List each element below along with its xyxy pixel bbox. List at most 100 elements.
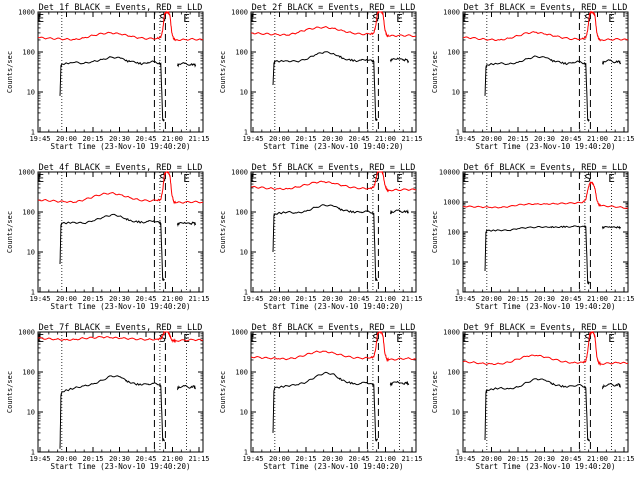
x-tick-label: 21:15 — [613, 295, 634, 303]
y-tick-label: 1000 — [231, 9, 248, 17]
x-tick-label: 20:15 — [82, 295, 103, 303]
x-tick-label: 20:00 — [481, 295, 502, 303]
chart-title: Det 9f BLACK = Events, RED = LLD — [464, 323, 628, 333]
series-lld-line — [250, 10, 417, 38]
y-tick-label: 1 — [456, 449, 460, 457]
x-tick-label: 21:15 — [613, 135, 634, 143]
y-tick-label: 10 — [27, 249, 35, 257]
x-tick-label: 20:15 — [295, 455, 316, 463]
series-events-line — [177, 62, 197, 68]
x-axis-label: Start Time (23-Nov-10 19:40:20) — [476, 302, 616, 311]
x-tick-label: 21:00 — [375, 295, 396, 303]
y-axis-label: Counts/sec — [431, 371, 439, 413]
x-tick-label: 20:30 — [109, 295, 130, 303]
interval-marker-s: S — [159, 332, 166, 345]
plot-frame — [250, 331, 417, 453]
interval-marker-e: E — [462, 12, 469, 25]
plot-frame — [250, 11, 417, 133]
interval-marker-s: S — [584, 12, 591, 25]
y-tick-label: 10 — [452, 89, 460, 97]
y-tick-label: 100 — [22, 49, 35, 57]
x-tick-label: 20:00 — [481, 455, 502, 463]
x-axis-label: Start Time (23-Nov-10 19:40:20) — [264, 142, 404, 151]
x-tick-label: 21:00 — [162, 455, 183, 463]
chart-panel-7: Det 7f BLACK = Events, RED = LLD 1 10 100 10… — [6, 323, 210, 471]
x-tick-label: 20:45 — [135, 135, 156, 143]
y-axis-label: Counts/sec — [219, 211, 227, 253]
series-lld-line — [462, 331, 629, 367]
interval-marker-e: E — [183, 332, 190, 345]
y-tick-label: 1 — [31, 289, 35, 297]
y-tick-label: 100 — [447, 49, 460, 57]
x-tick-label: 21:15 — [401, 455, 422, 463]
chart-title: Det 4f BLACK = Events, RED = LLD — [39, 163, 203, 173]
x-tick-label: 20:30 — [322, 295, 343, 303]
x-tick-label: 20:00 — [269, 455, 290, 463]
x-tick-label: 19:45 — [454, 135, 475, 143]
chart-panel-4: Det 4f BLACK = Events, RED = LLD 1 10 100 10… — [6, 163, 210, 311]
y-tick-label: 1 — [31, 449, 35, 457]
x-tick-label: 20:45 — [560, 135, 581, 143]
x-tick-label: 20:45 — [135, 455, 156, 463]
series-lld-line — [37, 330, 203, 344]
x-axis-label: Start Time (23-Nov-10 19:40:20) — [51, 142, 191, 151]
series-lld-line — [462, 181, 629, 209]
series-lld-line — [37, 171, 204, 205]
series-events-line — [59, 213, 165, 281]
x-tick-label: 20:30 — [322, 135, 343, 143]
x-tick-label: 21:00 — [162, 135, 183, 143]
series-lld-line — [462, 10, 629, 42]
x-tick-label: 20:45 — [135, 295, 156, 303]
y-tick-label: 100 — [22, 209, 35, 217]
x-tick-label: 21:00 — [375, 455, 396, 463]
x-tick-label: 21:15 — [401, 135, 422, 143]
chart-title: Det 5f BLACK = Events, RED = LLD — [252, 163, 416, 173]
x-tick-label: 21:15 — [188, 135, 209, 143]
interval-marker-e: E — [608, 12, 615, 25]
chart-panel-6: Det 6f BLACK = Events, RED = LLD 1 10 100 10… — [431, 163, 635, 311]
interval-marker-e: E — [37, 12, 44, 25]
x-tick-label: 20:45 — [348, 135, 369, 143]
y-tick-label: 1000 — [443, 199, 460, 207]
y-tick-label: 10 — [27, 409, 35, 417]
series-events-line — [389, 209, 409, 215]
series-events-line — [389, 57, 410, 64]
plot-frame — [250, 171, 417, 293]
x-tick-label: 19:45 — [454, 455, 475, 463]
series-events-line — [602, 59, 622, 66]
x-tick-label: 20:00 — [56, 135, 77, 143]
x-tick-label: 19:45 — [29, 295, 50, 303]
y-tick-label: 1000 — [18, 9, 35, 17]
x-tick-label: 19:45 — [242, 455, 263, 463]
interval-marker-e: E — [396, 172, 403, 185]
series-events-line — [484, 55, 590, 123]
chart-panel-5: Det 5f BLACK = Events, RED = LLD 1 10 100 10… — [219, 163, 423, 311]
y-tick-label: 10000 — [439, 169, 460, 177]
series-lld-line — [37, 10, 204, 42]
interval-marker-s: S — [159, 172, 166, 185]
y-axis-label: Counts/sec — [219, 371, 227, 413]
x-tick-label: 20:15 — [507, 135, 528, 143]
series-events-line — [176, 384, 196, 391]
x-tick-label: 20:15 — [507, 455, 528, 463]
interval-marker-e: E — [250, 12, 257, 25]
x-tick-label: 20:15 — [507, 295, 528, 303]
y-tick-label: 1 — [244, 449, 248, 457]
y-tick-label: 100 — [22, 369, 35, 377]
x-tick-label: 20:30 — [534, 135, 555, 143]
series-events-line — [176, 221, 197, 228]
series-events-line — [484, 224, 590, 285]
interval-marker-s: S — [372, 12, 379, 25]
x-axis-label: Start Time (23-Nov-10 19:40:20) — [51, 302, 191, 311]
y-tick-label: 1000 — [443, 9, 460, 17]
y-tick-label: 1 — [456, 289, 460, 297]
y-tick-label: 10 — [452, 259, 460, 267]
y-axis-label: Counts/sec — [6, 371, 14, 413]
x-tick-label: 20:45 — [560, 295, 581, 303]
y-tick-label: 1 — [244, 289, 248, 297]
y-tick-label: 1 — [456, 129, 460, 137]
interval-marker-e: E — [608, 332, 615, 345]
y-tick-label: 10 — [240, 89, 248, 97]
y-tick-label: 10 — [452, 409, 460, 417]
x-tick-label: 19:45 — [242, 135, 263, 143]
